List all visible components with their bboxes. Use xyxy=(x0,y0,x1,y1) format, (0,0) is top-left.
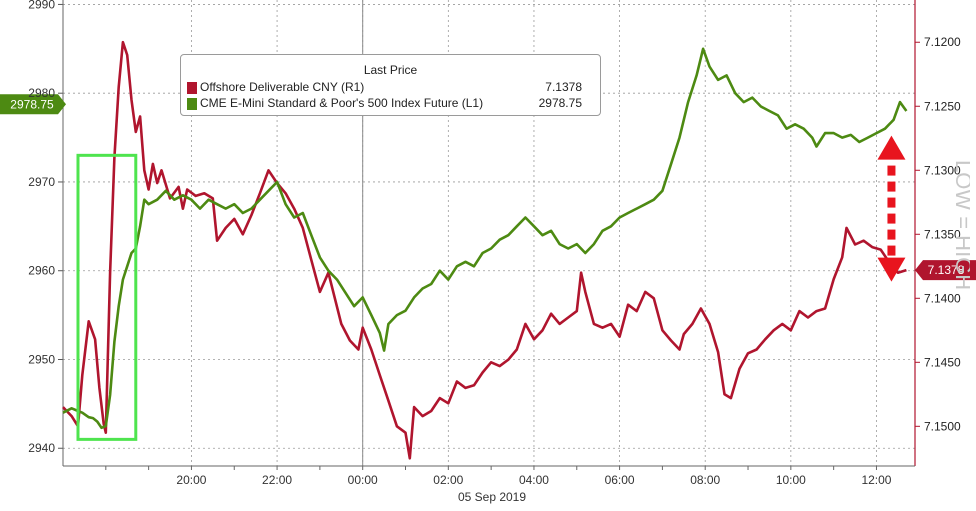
right-tick-label: 7.1250 xyxy=(924,99,961,113)
axes xyxy=(58,0,920,470)
left-tick-label: 2980 xyxy=(28,86,55,100)
legend: Last Price Offshore Deliverable CNY (R1)… xyxy=(180,54,601,116)
right-tick-label: 7.1400 xyxy=(924,291,961,305)
right-value-tag-text: 7.1378 xyxy=(928,263,965,277)
legend-name-cny: Offshore Deliverable CNY (R1) xyxy=(200,80,365,94)
right-tick-label: 7.1350 xyxy=(924,227,961,241)
annotations xyxy=(76,135,906,441)
left-tick-label: 2950 xyxy=(28,352,55,366)
left-value-tag xyxy=(0,94,66,115)
watermark-text: LOW = HIGH xyxy=(951,160,970,290)
watermark: LOW = HIGH xyxy=(951,160,970,290)
highlight-box xyxy=(76,153,138,441)
arrow-dash xyxy=(887,181,896,192)
x-tick-label: 20:00 xyxy=(176,473,206,487)
arrow-head-up xyxy=(877,135,906,160)
x-tick-label: 10:00 xyxy=(776,473,806,487)
left-tick-label: 2970 xyxy=(28,175,55,189)
arrow-dash xyxy=(887,245,896,256)
arrow-dash xyxy=(887,165,896,176)
legend-swatch-cny xyxy=(187,82,197,94)
x-tick-label: 06:00 xyxy=(605,473,635,487)
x-date-label: 05 Sep 2019 xyxy=(458,490,526,504)
x-tick-label: 12:00 xyxy=(861,473,891,487)
right-tick-label: 7.1450 xyxy=(924,355,961,369)
legend-value-spx: 2978.75 xyxy=(538,96,582,110)
right-value-tag xyxy=(915,260,976,281)
arrow-head-down xyxy=(877,257,906,282)
x-tick-label: 04:00 xyxy=(519,473,549,487)
arrow-dash xyxy=(887,229,896,240)
right-tick-label: 7.1300 xyxy=(924,163,961,177)
x-tick-label: 22:00 xyxy=(262,473,292,487)
tick-labels: 20:00 22:00 00:00 02:00 04:00 06:00 08:00 10:00… xyxy=(28,0,961,504)
series-lines xyxy=(62,40,908,460)
legend-heading: Last Price xyxy=(363,63,418,77)
series-line-spx xyxy=(62,47,908,430)
x-tick-label: 08:00 xyxy=(690,473,720,487)
left-tick-label: 2960 xyxy=(28,264,55,278)
legend-swatch-spx xyxy=(187,98,197,110)
legend-name-spx: CME E-Mini Standard & Poor's 500 Index F… xyxy=(200,96,484,110)
legend-entry-cny: Offshore Deliverable CNY (R1) 7.1378 xyxy=(187,80,582,96)
x-tick-label: 00:00 xyxy=(348,473,378,487)
x-tick-label: 02:00 xyxy=(433,473,463,487)
arrow-dash xyxy=(887,213,896,224)
series-line-cny xyxy=(62,40,907,460)
arrow-dash xyxy=(887,197,896,208)
right-tick-label: 7.1500 xyxy=(924,419,961,433)
left-value-tag-text: 2978.75 xyxy=(10,97,54,111)
legend-entry-spx: CME E-Mini Standard & Poor's 500 Index F… xyxy=(187,96,582,112)
last-value-tags: 2978.75 7.1378 xyxy=(0,94,976,281)
left-tick-label: 2940 xyxy=(28,441,55,455)
right-tick-label: 7.1200 xyxy=(924,35,961,49)
left-tick-label: 2990 xyxy=(28,0,55,11)
legend-value-cny: 7.1378 xyxy=(545,80,582,94)
